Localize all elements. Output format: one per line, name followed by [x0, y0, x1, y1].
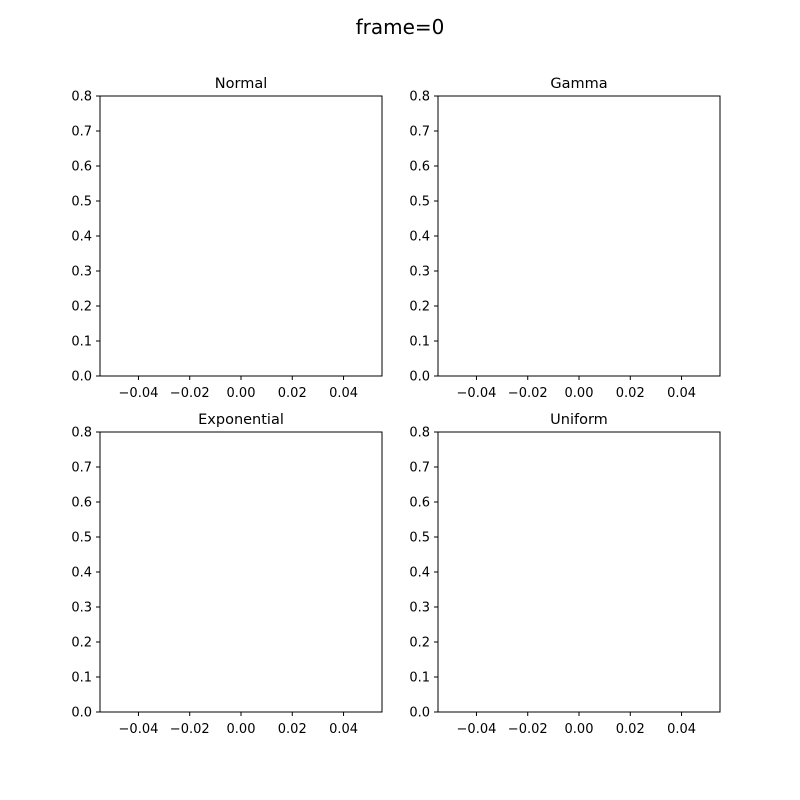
y-tick-label: 0.1: [409, 671, 430, 686]
x-tick-label: 0.04: [329, 386, 358, 401]
x-tick-label: 0.02: [616, 386, 645, 401]
y-tick-label: 0.6: [409, 496, 430, 511]
y-tick-label: 0.0: [71, 706, 92, 721]
x-tick-label: −0.04: [119, 386, 159, 401]
y-tick-label: 0.5: [409, 531, 430, 546]
figure-suptitle: frame=0: [356, 15, 445, 39]
y-tick-label: 0.1: [71, 335, 92, 350]
y-tick-label: 0.5: [71, 195, 92, 210]
y-tick-label: 0.8: [71, 426, 92, 441]
x-tick-label: 0.00: [227, 386, 256, 401]
x-tick-label: 0.04: [329, 722, 358, 737]
y-tick-label: 0.4: [409, 566, 430, 581]
y-tick-label: 0.7: [409, 461, 430, 476]
x-tick-label: 0.02: [616, 722, 645, 737]
axes-frame: [99, 431, 383, 713]
x-tick-label: −0.02: [170, 386, 210, 401]
subplot-normal: Normal 0.0 0.1 0.2 0.3 0.4 0.5 0.6 0.7 0.8 −0.04−…: [71, 76, 383, 401]
y-tick-label: 0.4: [71, 566, 92, 581]
x-tick-label: −0.04: [457, 722, 497, 737]
y-tick-label: 0.4: [71, 230, 92, 245]
y-tick-label: 0.2: [409, 636, 430, 651]
subplot-exponential: Exponential 0.0 0.1 0.2 0.3 0.4 0.5 0.6 0.7 0.8 −…: [71, 412, 383, 737]
y-tick-label: 0.5: [409, 195, 430, 210]
y-tick-label: 0.7: [71, 461, 92, 476]
subplot-uniform: Uniform 0.0 0.1 0.2 0.3 0.4 0.5 0.6 0.7 0.8 −0.04…: [409, 412, 721, 737]
y-tick-label: 0.3: [409, 601, 430, 616]
subplot-gamma: Gamma 0.0 0.1 0.2 0.3 0.4 0.5 0.6 0.7 0.8 −0.04 −0…: [409, 76, 721, 401]
x-tick-label: 0.00: [565, 722, 594, 737]
y-tick-label: 0.3: [71, 601, 92, 616]
subplot-title: Gamma: [550, 76, 607, 92]
subplot-title: Exponential: [198, 412, 284, 428]
y-tick-label: 0.7: [409, 125, 430, 140]
x-tick-label: −0.02: [508, 386, 548, 401]
x-tick-label: 0.04: [667, 386, 696, 401]
x-tick-label: 0.00: [565, 386, 594, 401]
y-tick-label: 0.0: [409, 370, 430, 385]
x-tick-label: 0.04: [667, 722, 696, 737]
y-tick-label: 0.6: [409, 160, 430, 175]
x-tick-label: 0.02: [278, 722, 307, 737]
axes-frame: [437, 431, 721, 713]
x-tick-label: −0.04: [457, 386, 497, 401]
y-tick-label: 0.1: [71, 671, 92, 686]
axes-frame: [99, 95, 383, 377]
axes-frame: [437, 95, 721, 377]
y-tick-label: 0.4: [409, 230, 430, 245]
y-tick-label: 0.8: [71, 90, 92, 105]
x-tick-label: −0.02: [508, 722, 548, 737]
y-tick-label: 0.2: [71, 300, 92, 315]
y-tick-label: 0.0: [409, 706, 430, 721]
y-tick-label: 0.3: [71, 265, 92, 280]
x-tick-label: −0.02: [170, 722, 210, 737]
y-tick-label: 0.5: [71, 531, 92, 546]
y-tick-label: 0.6: [71, 160, 92, 175]
y-tick-label: 0.8: [409, 90, 430, 105]
y-tick-label: 0.2: [71, 636, 92, 651]
y-tick-label: 0.3: [409, 265, 430, 280]
subplot-title: Normal: [215, 76, 267, 92]
y-tick-label: 0.0: [71, 370, 92, 385]
x-tick-label: 0.02: [278, 386, 307, 401]
y-tick-label: 0.6: [71, 496, 92, 511]
y-tick-label: 0.1: [409, 335, 430, 350]
y-tick-label: 0.8: [409, 426, 430, 441]
x-tick-label: −0.04: [119, 722, 159, 737]
x-tick-label: 0.00: [227, 722, 256, 737]
subplot-title: Uniform: [550, 412, 608, 428]
y-tick-label: 0.2: [409, 300, 430, 315]
y-tick-label: 0.7: [71, 125, 92, 140]
